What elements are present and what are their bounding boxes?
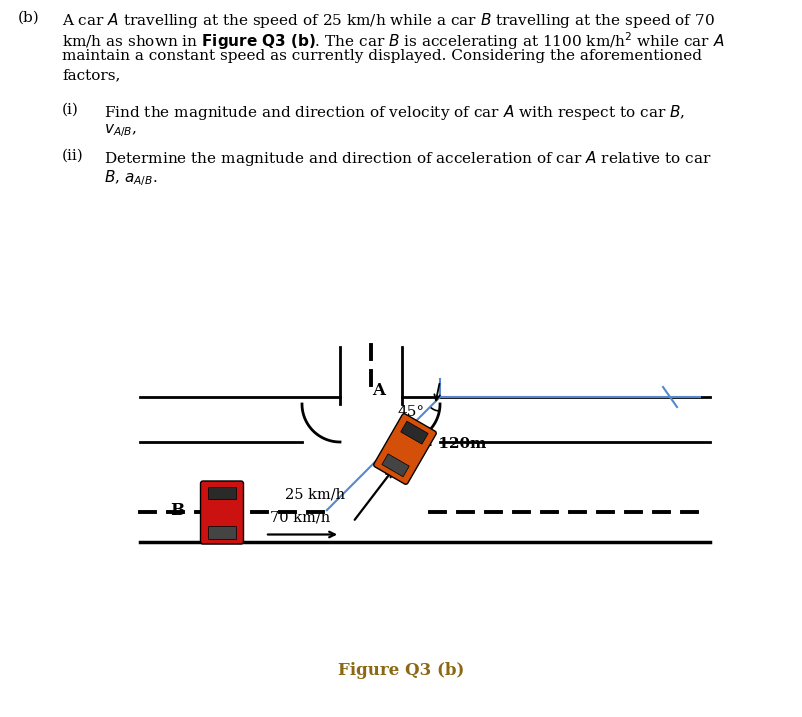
Text: Find the magnitude and direction of velocity of car $\mathit{A}$ with respect to: Find the magnitude and direction of velo… [104, 103, 685, 122]
Text: ρ = 120m: ρ = 120m [406, 437, 487, 450]
FancyBboxPatch shape [200, 481, 244, 544]
FancyBboxPatch shape [374, 414, 436, 485]
Text: A car $\mathit{A}$ travelling at the speed of 25 km/h while a car $\mathit{B}$ t: A car $\mathit{A}$ travelling at the spe… [62, 11, 715, 30]
Text: maintain a constant speed as currently displayed. Considering the aforementioned: maintain a constant speed as currently d… [62, 49, 702, 63]
Text: factors,: factors, [62, 68, 120, 82]
Bar [382, 454, 409, 477]
Bar [209, 526, 236, 538]
Text: $v_{A/B}$,: $v_{A/B}$, [104, 122, 137, 139]
Text: $\mathit{B}$, $a_{A/B}$.: $\mathit{B}$, $a_{A/B}$. [104, 168, 157, 188]
Text: B: B [170, 502, 184, 519]
Text: A: A [372, 382, 386, 399]
Text: (ii): (ii) [62, 149, 83, 163]
Text: km/h as shown in $\mathbf{Figure\ Q3\ (b)}$. The car $\mathit{B}$ is acceleratin: km/h as shown in $\mathbf{Figure\ Q3\ (b… [62, 30, 724, 52]
Text: 25 km/h: 25 km/h [285, 487, 345, 501]
Text: Determine the magnitude and direction of acceleration of car $\mathit{A}$ relati: Determine the magnitude and direction of… [104, 149, 711, 168]
Text: 45°: 45° [398, 405, 425, 419]
Bar [209, 487, 236, 499]
Text: 70 km/h: 70 km/h [270, 511, 330, 525]
Bar [401, 421, 428, 444]
Text: (i): (i) [62, 103, 79, 117]
Text: Figure Q3 (b): Figure Q3 (b) [338, 662, 464, 679]
Text: (b): (b) [18, 11, 40, 25]
